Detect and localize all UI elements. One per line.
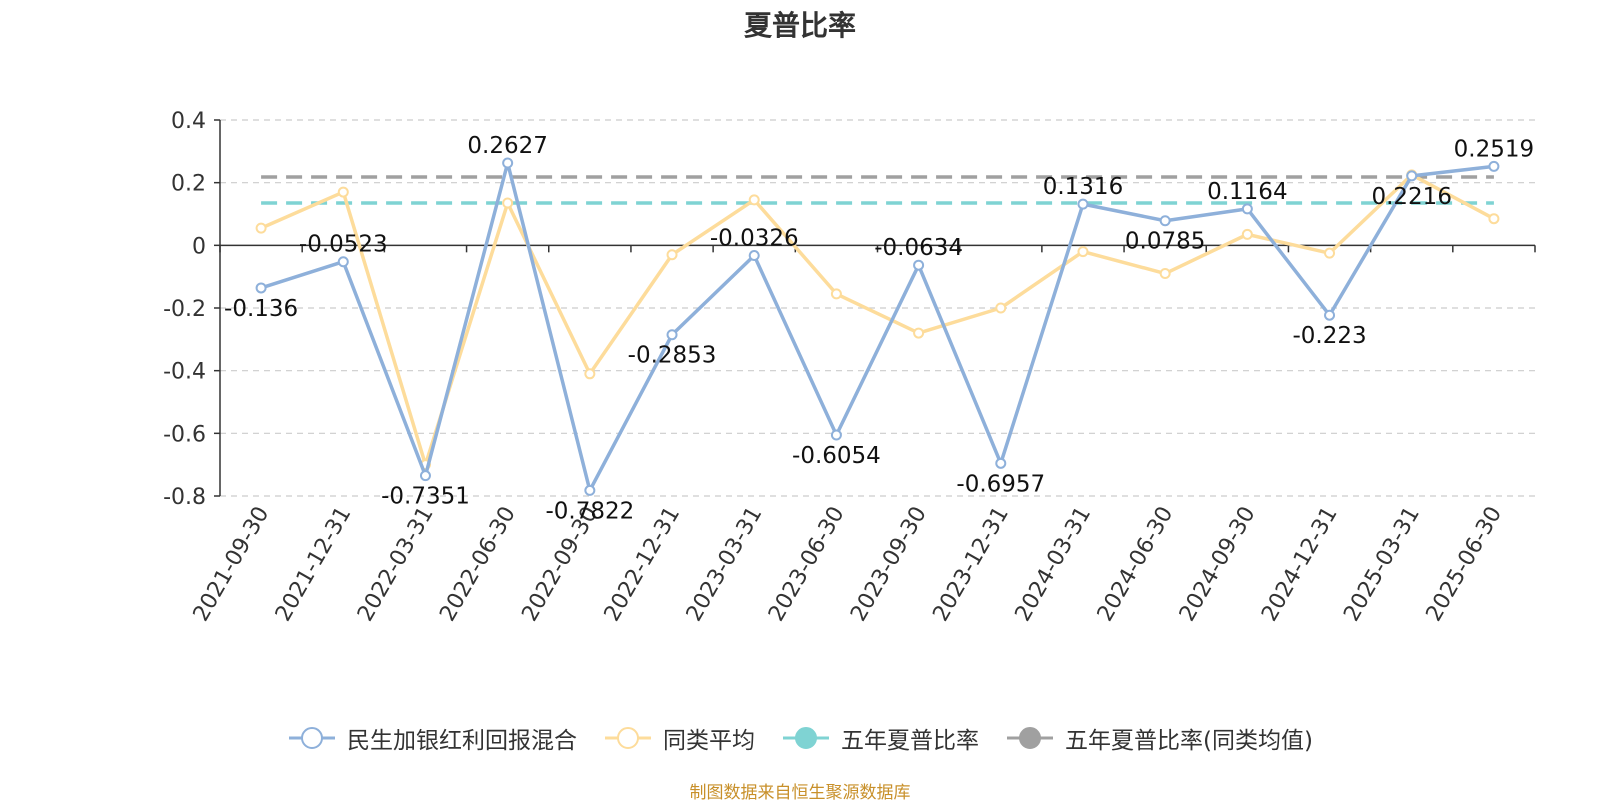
fund-data-label: -0.7351 xyxy=(381,484,470,510)
peer-average-point xyxy=(1324,247,1336,259)
legend-label: 五年夏普比率 xyxy=(841,728,980,754)
legend-label: 五年夏普比率(同类均值) xyxy=(1065,728,1313,754)
fund-point xyxy=(1324,309,1336,321)
y-tick-label: 0 xyxy=(192,234,206,259)
fund-data-label: -0.0634 xyxy=(874,235,963,261)
legend-item-five-year-sharpe-peer[interactable]: 五年夏普比率(同类均值) xyxy=(1005,721,1313,755)
fund-data-label: 0.2216 xyxy=(1371,184,1451,210)
legend-swatch-peer-average xyxy=(605,727,652,749)
chart-title: 夏普比率 xyxy=(743,9,856,42)
fund-point xyxy=(1077,198,1089,210)
fund-data-label: -0.223 xyxy=(1292,323,1366,349)
peer-average-point xyxy=(1077,246,1089,258)
legend-swatch-marker xyxy=(617,727,640,749)
peer-average-point xyxy=(502,197,514,209)
legend-item-five-year-sharpe[interactable]: 五年夏普比率 xyxy=(781,721,979,755)
fund-point xyxy=(666,329,678,341)
fund-data-label: 0.0785 xyxy=(1125,229,1205,255)
fund-point xyxy=(1241,203,1253,215)
legend-item-fund[interactable]: 民生加银红利回报混合 xyxy=(287,721,577,755)
y-tick-label: -0.2 xyxy=(163,297,206,322)
fund-series-line xyxy=(260,161,1495,493)
x-tick-label: 2025-03-31 xyxy=(1339,503,1425,626)
fund-data-label: 0.1316 xyxy=(1043,174,1123,200)
reference-lines-layer xyxy=(261,175,1494,205)
legend-swatch-five-year-sharpe-peer xyxy=(1007,727,1054,749)
y-tick-label: -0.4 xyxy=(163,360,206,385)
fund-point xyxy=(255,282,267,294)
x-tick-label: 2023-06-30 xyxy=(764,503,850,626)
peer-average-point xyxy=(337,186,349,198)
fund-point xyxy=(1488,160,1500,172)
legend: 民生加银红利回报混合 同类平均 五年夏普比率 五年夏普比率(同类均值) xyxy=(0,718,1600,758)
fund-point xyxy=(830,429,842,441)
fund-point xyxy=(419,470,431,482)
x-tick-label: 2024-09-30 xyxy=(1175,503,1261,626)
x-tick-label: 2023-12-31 xyxy=(928,503,1014,626)
source-note: 制图数据来自恒生聚源数据库 xyxy=(689,783,911,803)
y-tick-label: 0.4 xyxy=(171,109,206,134)
x-tick-label: 2022-06-30 xyxy=(435,503,521,626)
legend-swatch-marker xyxy=(301,727,324,749)
legend-swatch-marker xyxy=(795,727,818,749)
fund-point xyxy=(748,250,760,262)
peer-average-point xyxy=(748,194,760,206)
x-tick-label: 2022-03-31 xyxy=(353,503,439,626)
x-tick-label: 2024-12-31 xyxy=(1257,503,1343,626)
legend-label: 同类平均 xyxy=(663,728,756,754)
peer-average-point xyxy=(584,368,596,380)
peer-average-point xyxy=(1159,268,1171,280)
data-labels-layer: -0.136 -0.0523 -0.7351 0.2627 -0.7822 -0.2853… xyxy=(224,133,1534,524)
y-tick-label: -0.6 xyxy=(163,422,206,447)
fund-data-label: 0.1164 xyxy=(1207,179,1287,205)
fund-point xyxy=(502,157,514,169)
fund-data-label: -0.0523 xyxy=(299,232,388,258)
legend-label: 民生加银红利回报混合 xyxy=(347,728,578,754)
peer-average-point xyxy=(1241,228,1253,240)
axis-layer: 0.4 0.2 0 -0.2 -0.4 -0.6 -0.82021-09-302021-12… xyxy=(163,109,1536,626)
fund-data-label: -0.6957 xyxy=(956,471,1045,497)
legend-swatch-fund xyxy=(289,727,336,749)
peer-average-point xyxy=(666,249,678,261)
fund-point xyxy=(1159,215,1171,227)
fund-data-label: 0.2519 xyxy=(1454,136,1534,162)
series-layer xyxy=(255,157,1500,496)
peer-average-series-line xyxy=(260,173,1495,467)
peer-average-point xyxy=(913,327,925,339)
fund-point xyxy=(337,256,349,268)
fund-data-label: 0.2627 xyxy=(467,133,547,159)
fund-point xyxy=(584,484,596,496)
y-tick-label: -0.8 xyxy=(163,485,206,510)
peer-average-point xyxy=(995,302,1007,314)
fund-point xyxy=(913,259,925,271)
fund-point xyxy=(995,457,1007,469)
fund-data-label: -0.6054 xyxy=(792,443,881,469)
x-tick-label: 2021-09-30 xyxy=(189,503,275,626)
y-tick-label: 0.2 xyxy=(171,172,206,197)
legend-item-peer-average[interactable]: 同类平均 xyxy=(603,721,755,755)
legend-swatch-marker xyxy=(1019,727,1042,749)
peer-average-point xyxy=(830,288,842,300)
peer-average-point xyxy=(1488,213,1500,225)
x-tick-label: 2021-12-31 xyxy=(271,503,357,626)
x-tick-label: 2023-09-30 xyxy=(846,503,932,626)
fund-data-label: -0.136 xyxy=(224,296,298,322)
fund-point xyxy=(1406,170,1418,182)
x-tick-label: 2024-06-30 xyxy=(1093,503,1179,626)
fund-data-label: -0.7822 xyxy=(545,498,634,524)
peer-average-point xyxy=(255,222,267,234)
fund-data-label: -0.2853 xyxy=(628,343,717,369)
legend-swatch-five-year-sharpe xyxy=(783,727,830,749)
x-tick-label: 2023-03-31 xyxy=(682,503,768,626)
x-tick-label: 2024-03-31 xyxy=(1011,503,1097,626)
fund-data-label: -0.0326 xyxy=(710,226,799,252)
x-tick-label: 2025-06-30 xyxy=(1422,503,1508,626)
